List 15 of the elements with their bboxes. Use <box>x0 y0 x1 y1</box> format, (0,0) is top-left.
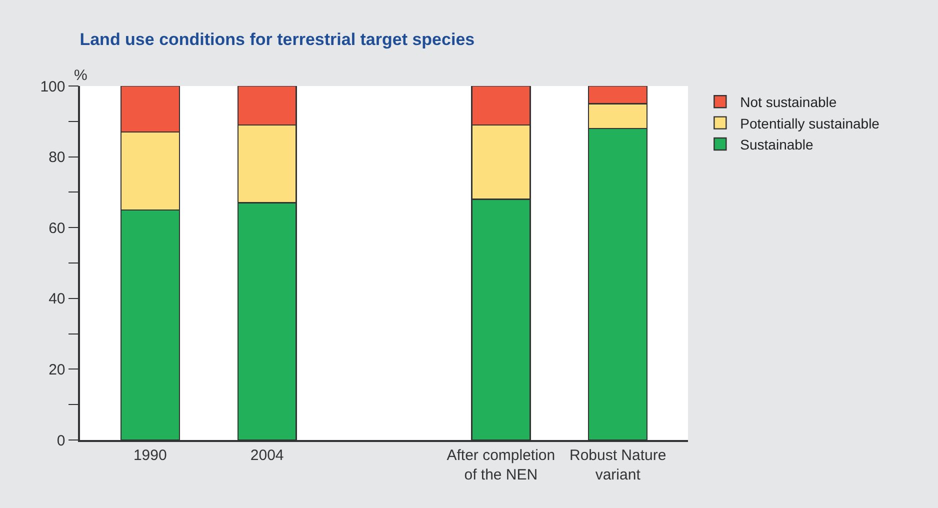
y-tick-label: 20 <box>48 361 66 378</box>
y-tick-label: 100 <box>40 78 66 96</box>
y-tick-label: 0 <box>56 432 66 450</box>
legend-label: Potentially sustainable <box>740 115 880 132</box>
y-tick-label: 60 <box>48 220 66 237</box>
y-tick-label: 80 <box>48 149 66 166</box>
legend-label: Sustainable <box>740 136 814 152</box>
x-tick-label: 1990 <box>133 446 167 464</box>
x-tick-label: 2004 <box>250 446 284 464</box>
y-tick-label: 40 <box>48 290 66 308</box>
x-tick-label: After completion of the NEN <box>446 446 556 484</box>
x-tick-label: Robust Nature variant <box>569 446 666 484</box>
legend-label: Not sustainable <box>740 94 837 110</box>
chart-title: Land use conditions for terrestrial target species <box>80 30 475 49</box>
y-axis-title: % <box>74 67 88 84</box>
